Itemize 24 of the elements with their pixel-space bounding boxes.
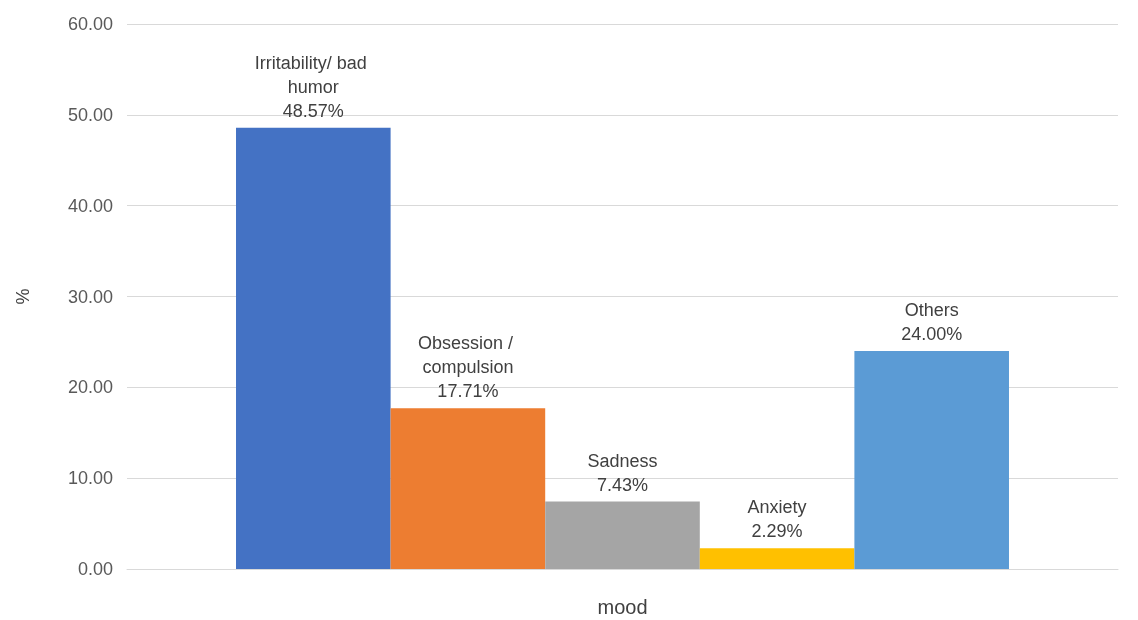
y-tick-label: 20.00 (67, 377, 113, 398)
bar (236, 127, 391, 569)
y-tick-label: 40.00 (67, 195, 113, 216)
series-label: Obsession / compulsion (417, 333, 518, 378)
data-label: 7.43% (596, 474, 649, 495)
series-label: Others (904, 300, 959, 320)
data-label: 24.00% (901, 324, 963, 344)
y-tick-label: 60.00 (67, 14, 113, 34)
y-tick-label: 0.00 (77, 559, 113, 579)
series-label: Irritability/ bad humor (254, 52, 372, 97)
series-label: Anxiety (747, 497, 807, 518)
data-label: 48.57% (282, 100, 344, 121)
y-tick-label: 10.00 (67, 468, 113, 489)
data-label: 2.29% (751, 521, 803, 542)
y-tick-label: 50.00 (67, 104, 113, 125)
bar (854, 351, 1009, 569)
bar (390, 408, 546, 569)
data-label: 17.71% (437, 381, 499, 402)
x-tick-label: mood (597, 596, 648, 618)
y-tick-label: 30.00 (67, 286, 113, 307)
bar (699, 548, 855, 569)
y-axis-title: % (13, 288, 33, 305)
bar (545, 501, 700, 569)
series-label: Sadness (587, 450, 658, 471)
